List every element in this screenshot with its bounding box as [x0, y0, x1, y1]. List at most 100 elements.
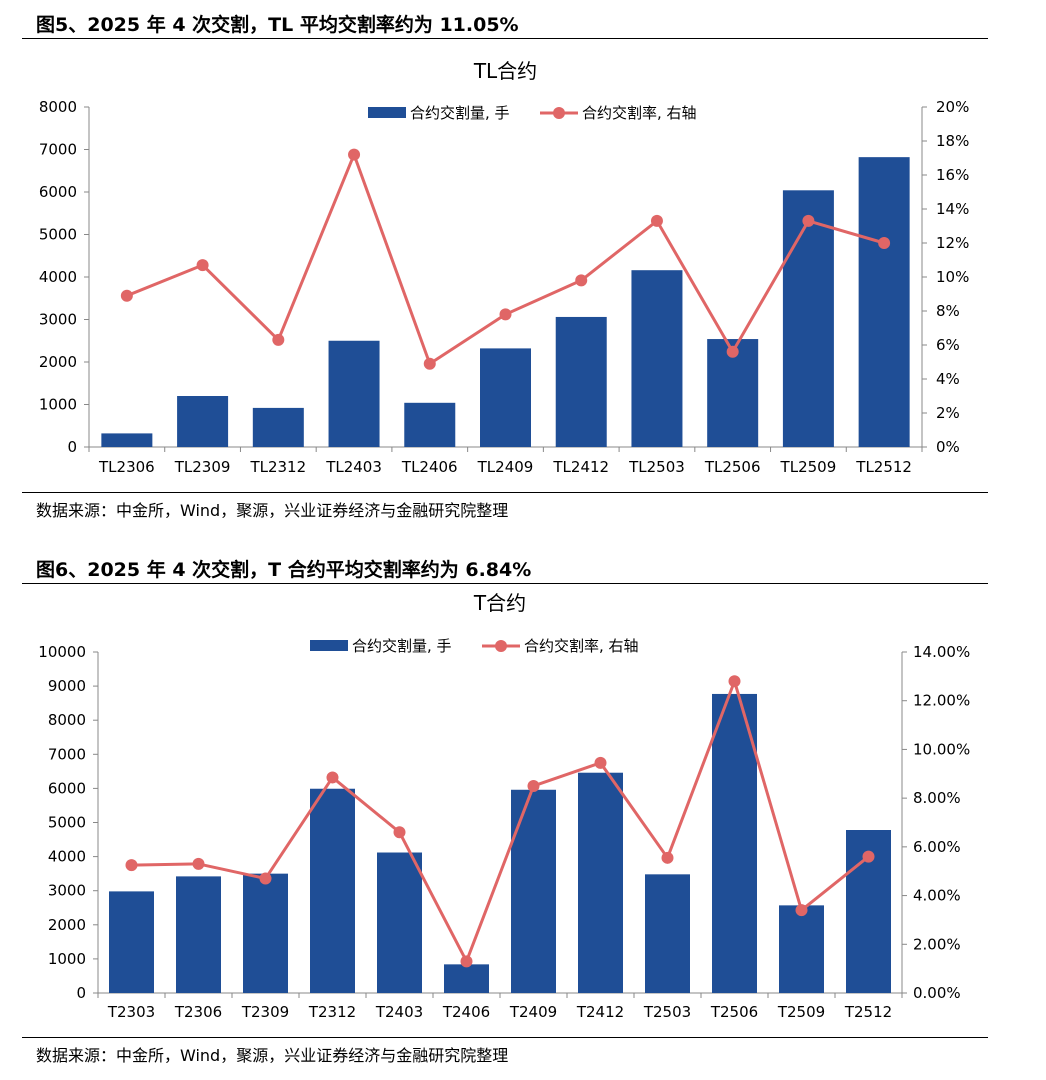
x-tick-label: TL2412: [552, 458, 609, 476]
left-tick-label: 4000: [39, 268, 77, 286]
left-tick-label: 3000: [48, 882, 86, 900]
left-tick-label: 2000: [48, 916, 86, 934]
rate-point: [527, 779, 540, 792]
x-tick-label: TL2403: [325, 458, 382, 476]
right-tick-label: 2%: [936, 404, 960, 422]
rate-point: [120, 289, 133, 302]
right-tick-label: 6%: [936, 336, 960, 354]
x-tick-label: T2509: [777, 1003, 825, 1021]
volume-bar: [252, 407, 304, 447]
x-tick-label: TL2409: [477, 458, 534, 476]
x-tick-label: T2503: [643, 1003, 691, 1021]
rate-line: [131, 679, 870, 963]
right-tick-label: 8%: [936, 302, 960, 320]
rate-point: [499, 308, 512, 321]
left-tick-label: 8000: [48, 711, 86, 729]
volume-bar: [243, 873, 288, 993]
rate-point: [125, 859, 138, 872]
x-tick-label: TL2506: [704, 458, 761, 476]
figure-5-heading: 图5、2025 年 4 次交割，TL 平均交割率约为 11.05%: [36, 14, 519, 36]
legend-line-label: 合约交割率, 右轴: [582, 104, 697, 122]
rate-point: [259, 872, 272, 885]
volume-bar: [109, 891, 154, 993]
figure-6-source: 数据来源：中金所，Wind，聚源，兴业证券经济与金融研究院整理: [36, 1046, 509, 1065]
rate-point: [192, 857, 205, 870]
left-tick-label: 9000: [48, 677, 86, 695]
left-tick-label: 2000: [39, 353, 77, 371]
volume-bar: [177, 396, 229, 447]
x-tick-label: TL2503: [628, 458, 685, 476]
rate-point: [802, 214, 815, 227]
x-tick-label: T2306: [174, 1003, 222, 1021]
rate-point: [348, 148, 361, 161]
volume-bar: [645, 874, 690, 993]
right-tick-label: 20%: [936, 98, 969, 116]
rate-point: [795, 904, 808, 917]
left-tick-label: 1000: [39, 396, 77, 414]
right-tick-label: 2.00%: [913, 935, 961, 953]
left-tick-label: 6000: [48, 779, 86, 797]
left-tick-label: 8000: [39, 98, 77, 116]
left-tick-label: 5000: [48, 814, 86, 832]
volume-bar: [712, 693, 757, 993]
rate-point: [423, 357, 436, 370]
right-tick-label: 14%: [936, 200, 969, 218]
x-tick-label: T2512: [844, 1003, 892, 1021]
legend-line-label: 合约交割率, 右轴: [524, 637, 639, 655]
figure-5-top-rule: [22, 38, 988, 39]
volume-bar: [101, 433, 153, 447]
legend-bar-label: 合约交割量, 手: [352, 637, 452, 655]
volume-bar: [779, 905, 824, 993]
left-tick-label: 7000: [48, 745, 86, 763]
x-tick-label: TL2509: [780, 458, 837, 476]
volume-bar: [404, 402, 456, 447]
volume-bar: [310, 788, 355, 993]
x-tick-label: T2406: [442, 1003, 490, 1021]
rate-point: [575, 274, 588, 287]
volume-bar: [328, 340, 380, 447]
volume-bar: [782, 190, 834, 448]
legend-bar-label: 合约交割量, 手: [410, 104, 510, 122]
rate-point: [878, 237, 891, 249]
right-tick-label: 12.00%: [913, 692, 970, 710]
figure-5-bottom-rule: [22, 492, 988, 493]
right-tick-label: 0.00%: [913, 984, 961, 1002]
left-tick-label: 5000: [39, 226, 77, 244]
chart-title: T合约: [473, 591, 526, 615]
rate-point: [650, 214, 663, 227]
volume-bar: [480, 348, 531, 447]
volume-bar: [555, 316, 607, 447]
x-tick-label: T2506: [710, 1003, 758, 1021]
t-delivery-chart: T合约 0 1000 2000 3000 4000 5000 6000 7000 8000 9000…: [38, 591, 970, 1021]
volume-bar: [858, 157, 910, 447]
volume-bar: [511, 789, 556, 993]
rate-point: [726, 345, 739, 358]
left-tick-label: 6000: [39, 183, 77, 201]
right-tick-label: 16%: [936, 166, 969, 184]
figure-6-heading: 图6、2025 年 4 次交割，T 合约平均交割率约为 6.84%: [36, 559, 532, 581]
left-tick-label: 4000: [48, 848, 86, 866]
rate-point: [326, 771, 339, 784]
rate-point: [594, 756, 607, 769]
left-tick-label: 10000: [38, 643, 86, 661]
figure-6-top-rule: [22, 583, 988, 584]
right-tick-label: 8.00%: [913, 789, 961, 807]
volume-bar: [578, 772, 623, 993]
rate-point: [272, 333, 285, 346]
figure-6-bottom-rule: [22, 1037, 988, 1038]
right-tick-label: 10%: [936, 268, 969, 286]
volume-bar: [176, 876, 221, 993]
x-tick-label: T2403: [375, 1003, 423, 1021]
volume-bar: [631, 270, 683, 447]
x-tick-label: T2409: [509, 1003, 557, 1021]
left-tick-label: 7000: [39, 141, 77, 159]
right-tick-label: 14.00%: [913, 643, 970, 661]
x-tick-label: TL2306: [98, 458, 155, 476]
right-tick-label: 4%: [936, 370, 960, 388]
rate-point: [728, 675, 741, 688]
x-tick-label: TL2309: [174, 458, 231, 476]
x-tick-label: TL2406: [401, 458, 458, 476]
right-tick-label: 18%: [936, 132, 969, 150]
legend-bar-swatch: [310, 640, 348, 651]
x-tick-label: T2309: [241, 1003, 289, 1021]
